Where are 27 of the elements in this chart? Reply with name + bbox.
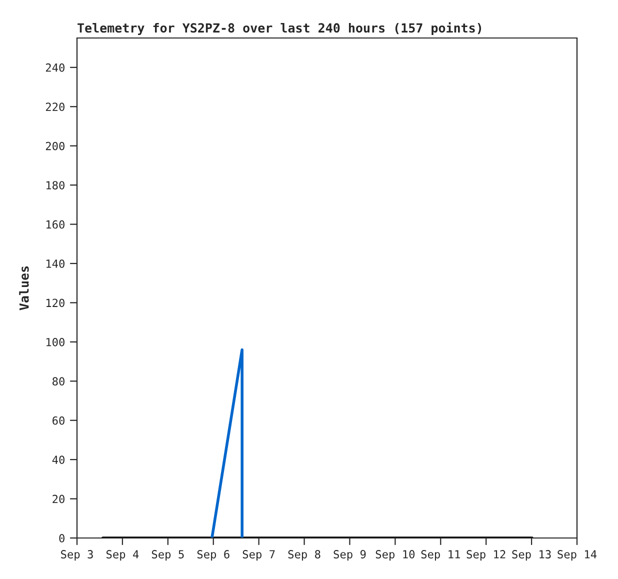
- x-tick-label: Sep 11: [421, 550, 460, 561]
- y-tick-label: 120: [46, 298, 64, 308]
- x-tick-label: Sep 5: [152, 550, 184, 561]
- y-tick-label: 100: [46, 338, 64, 346]
- y-tick-label: 20: [52, 494, 64, 504]
- x-tick-label: Sep 3: [61, 550, 93, 561]
- x-tick-label: Sep 7: [242, 550, 275, 561]
- y-tick-label: 80: [52, 377, 64, 386]
- y-tick-label: 60: [52, 416, 64, 425]
- x-tick-label: Sep 12: [466, 550, 506, 561]
- x-tick-label: Sep 9: [334, 550, 366, 561]
- x-tick-label: Sep 6: [197, 550, 230, 561]
- x-tick-label: Sep 4: [106, 550, 139, 561]
- x-tick-label: Sep 13: [512, 550, 551, 561]
- y-tick-label: 0: [59, 534, 64, 542]
- y-tick-label: 200: [46, 142, 64, 150]
- y-tick-label: 140: [46, 259, 64, 268]
- x-tick-label: Sep 14: [558, 550, 597, 561]
- x-tick-label: Sep 10: [376, 550, 415, 561]
- x-tick-label: Sep 8: [288, 550, 320, 561]
- y-tick-label: 160: [46, 220, 64, 229]
- y-tick-label: 240: [46, 63, 64, 72]
- y-tick-label: 180: [46, 181, 64, 190]
- y-axis-title: Values: [19, 266, 29, 310]
- y-tick-label: 40: [52, 456, 64, 464]
- chart-title: Telemetry for YS2PZ-8 over last 240 hours (157 points): [78, 22, 482, 36]
- y-tick-label: 220: [46, 102, 64, 112]
